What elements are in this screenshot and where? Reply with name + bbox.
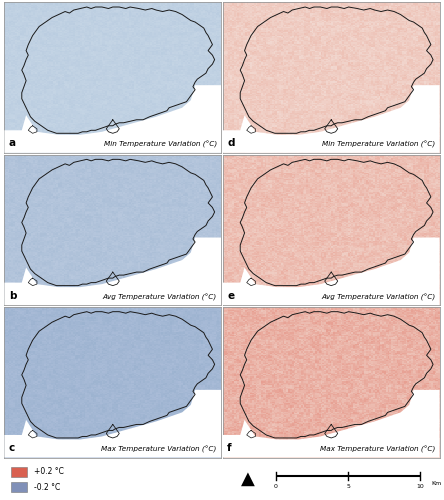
Text: Km: Km: [431, 482, 441, 486]
Text: d: d: [227, 138, 235, 148]
Text: c: c: [9, 443, 15, 453]
Text: e: e: [227, 290, 234, 300]
Text: a: a: [9, 138, 16, 148]
Text: -0.2 °C: -0.2 °C: [34, 482, 60, 492]
Polygon shape: [4, 238, 221, 305]
Text: Avg Temperature Variation (°C): Avg Temperature Variation (°C): [321, 294, 435, 300]
Text: 10: 10: [416, 484, 424, 489]
Text: Max Temperature Variation (°C): Max Temperature Variation (°C): [101, 446, 217, 453]
Polygon shape: [223, 238, 440, 305]
Text: Avg Temperature Variation (°C): Avg Temperature Variation (°C): [103, 294, 217, 300]
Text: Max Temperature Variation (°C): Max Temperature Variation (°C): [320, 446, 435, 453]
Polygon shape: [4, 85, 221, 153]
Polygon shape: [223, 390, 440, 458]
Text: +0.2 °C: +0.2 °C: [34, 468, 63, 476]
Text: b: b: [9, 290, 16, 300]
Text: Min Temperature Variation (°C): Min Temperature Variation (°C): [322, 141, 435, 148]
Text: ▲: ▲: [242, 470, 255, 488]
Polygon shape: [4, 390, 221, 458]
Text: f: f: [227, 443, 232, 453]
Bar: [11, 482, 27, 492]
Text: 0: 0: [274, 484, 278, 489]
Bar: [11, 467, 27, 477]
Polygon shape: [223, 85, 440, 153]
Text: Min Temperature Variation (°C): Min Temperature Variation (°C): [103, 141, 217, 148]
Text: 5: 5: [346, 484, 350, 489]
